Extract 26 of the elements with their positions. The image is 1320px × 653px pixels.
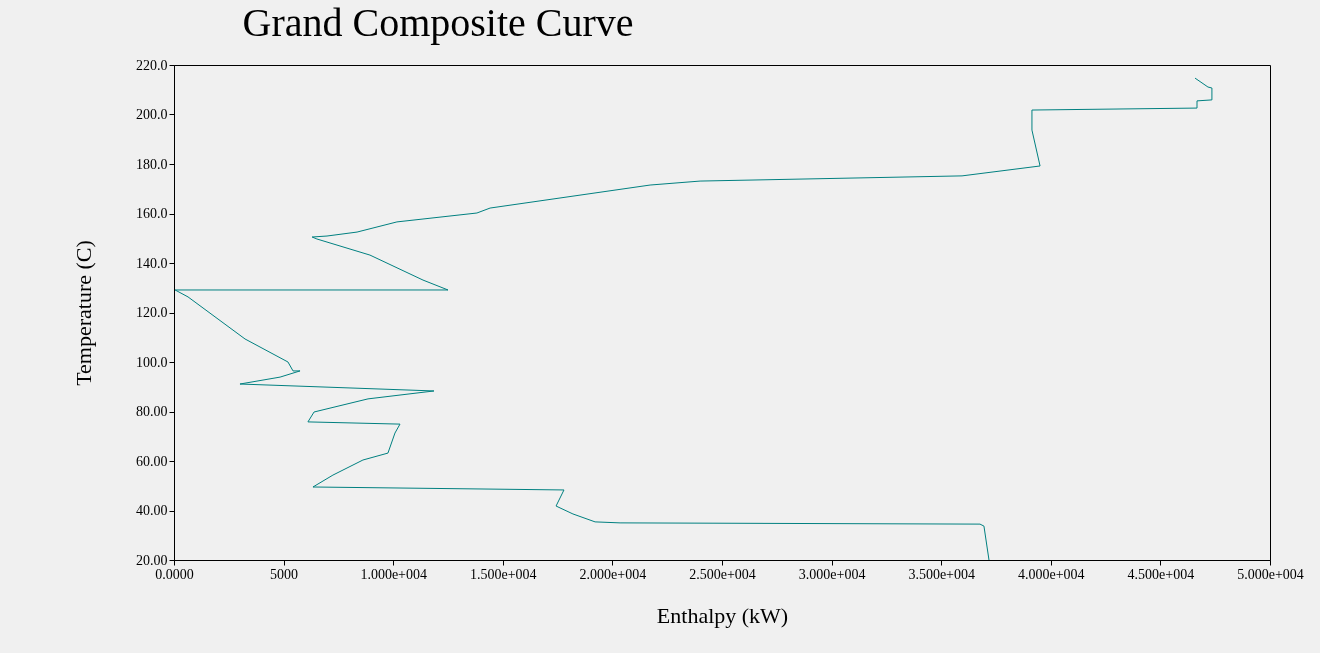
x-tick-label: 0.0000 [155, 566, 194, 582]
x-tick-label: 1.000e+004 [360, 566, 427, 582]
x-tick-label: 3.500e+004 [908, 566, 975, 582]
y-tick-label: 180.0 [136, 156, 168, 172]
y-tick-label: 160.0 [136, 206, 168, 221]
x-tick-label: 1.500e+004 [470, 566, 537, 582]
y-tick-label: 120.0 [136, 305, 168, 320]
x-tick-label: 4.500e+004 [1127, 566, 1195, 582]
x-tick-label: 2.500e+004 [689, 566, 756, 582]
x-axis-title: Enthalpy (kW) [656, 602, 789, 628]
y-tick-label: 200.0 [136, 107, 168, 122]
y-tick-label: 60.00 [136, 453, 168, 469]
x-tick-label: 4.000e+004 [1018, 566, 1085, 582]
y-axis-title: Temperature (C) [71, 240, 96, 386]
y-tick-label: 80.00 [136, 404, 168, 419]
y-tick-label: 100.0 [136, 354, 168, 370]
x-tick-label: 2.000e+004 [579, 566, 647, 582]
line-series [174, 77, 1213, 561]
x-tick-label: 5000 [270, 566, 299, 582]
y-tick-label: 140.0 [136, 255, 168, 271]
y-tick-label: 220.0 [136, 57, 168, 73]
y-tick-label: 40.00 [136, 503, 168, 518]
x-tick-label: 5.000e+004 [1237, 566, 1304, 582]
y-tick-label: 20.00 [136, 552, 168, 568]
x-tick-label: 3.000e+004 [798, 566, 866, 582]
chart-title: Grand Composite Curve [242, 0, 634, 45]
